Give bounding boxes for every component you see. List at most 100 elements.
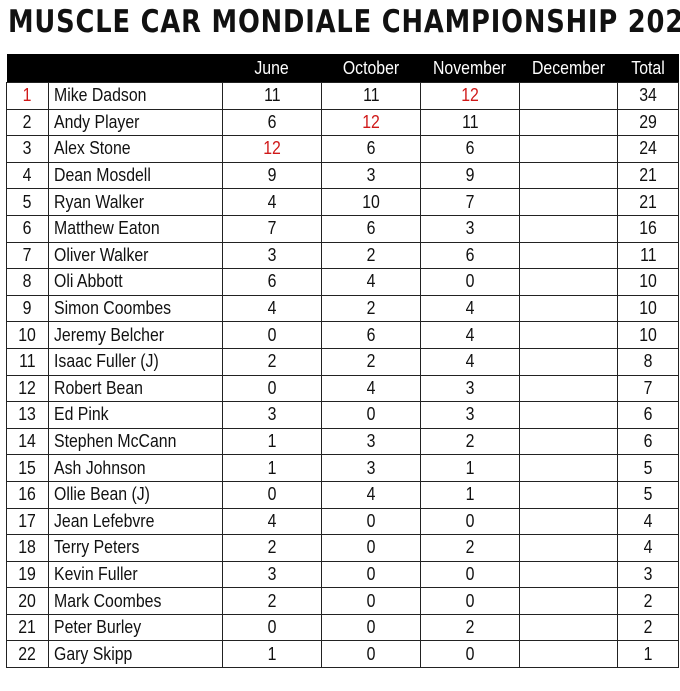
- cell-june: 1: [222, 454, 322, 482]
- cell-december: [519, 135, 618, 163]
- table-row: 9 Simon Coombes 4 2 4 10: [6, 294, 679, 323]
- cell-june: 1: [222, 427, 322, 456]
- cell-october: 11: [321, 82, 421, 110]
- cell-text: 7: [267, 218, 277, 239]
- cell-pos: 4: [6, 161, 49, 190]
- cell-total: 1: [617, 640, 679, 669]
- cell-october: 6: [321, 214, 421, 243]
- cell-text: 15: [18, 457, 37, 478]
- cell-text: 2: [366, 298, 376, 319]
- cell-december: [519, 108, 618, 137]
- header-total: Total: [617, 54, 679, 83]
- cell-pos: 1: [6, 82, 49, 110]
- cell-june: 6: [222, 108, 322, 137]
- cell-text: 4: [366, 271, 376, 292]
- cell-text: 20: [18, 590, 37, 611]
- cell-text: 16: [639, 218, 657, 239]
- cell-text: 7: [465, 191, 475, 212]
- cell-text: 17: [18, 510, 37, 531]
- cell-october: 3: [321, 454, 421, 482]
- cell-december: [519, 640, 618, 669]
- cell-text: 6: [465, 138, 475, 159]
- cell-text: 11: [19, 351, 36, 372]
- cell-text: 1: [465, 457, 475, 478]
- cell-name: Oli Abbott: [48, 268, 223, 296]
- cell-total: 2: [617, 587, 679, 615]
- cell-pos: 14: [6, 427, 49, 456]
- cell-text: 2: [267, 351, 277, 372]
- table-row: 10 Jeremy Belcher 0 6 4 10: [6, 321, 679, 349]
- cell-november: 1: [420, 480, 520, 509]
- cell-october: 2: [321, 294, 421, 323]
- cell-text: Gary Skipp: [54, 643, 133, 664]
- cell-text: 4: [366, 377, 376, 398]
- cell-text: 6: [366, 218, 376, 239]
- cell-text: 1: [267, 431, 277, 452]
- cell-text: Andy Player: [54, 111, 140, 132]
- cell-text: 12: [263, 138, 281, 159]
- cell-pos: 18: [6, 534, 49, 562]
- cell-november: 3: [420, 374, 520, 403]
- cell-name: Matthew Eaton: [48, 214, 223, 243]
- cell-text: 6: [366, 324, 376, 345]
- cell-total: 5: [617, 454, 679, 482]
- cell-text: 9: [465, 165, 475, 186]
- cell-october: 3: [321, 161, 421, 190]
- cell-text: 10: [639, 324, 657, 345]
- cell-name: Oliver Walker: [48, 241, 223, 270]
- cell-text: 0: [366, 643, 376, 664]
- cell-text: 6: [267, 111, 277, 132]
- cell-text: Robert Bean: [54, 377, 143, 398]
- cell-text: 3: [267, 244, 277, 265]
- cell-pos: 5: [6, 188, 49, 216]
- cell-text: 3: [465, 377, 475, 398]
- cell-pos: 3: [6, 135, 49, 163]
- cell-pos: 12: [6, 374, 49, 403]
- table-row: 16 Ollie Bean (J) 0 4 1 5: [6, 480, 679, 509]
- cell-name: Jean Lefebvre: [48, 507, 223, 536]
- cell-text: 9: [23, 298, 32, 319]
- cell-name: Robert Bean: [48, 374, 223, 403]
- cell-text: 0: [366, 404, 376, 425]
- cell-total: 6: [617, 401, 679, 429]
- cell-text: 2: [643, 617, 653, 638]
- cell-december: [519, 82, 618, 110]
- cell-text: 12: [461, 85, 479, 106]
- cell-october: 12: [321, 108, 421, 137]
- cell-text: 2: [366, 351, 376, 372]
- cell-december: [519, 294, 618, 323]
- cell-june: 0: [222, 374, 322, 403]
- table-row: 7 Oliver Walker 3 2 6 11: [6, 241, 679, 270]
- cell-text: 1: [267, 643, 277, 664]
- table-row: 2 Andy Player 6 12 11 29: [6, 108, 679, 137]
- cell-pos: 19: [6, 560, 49, 589]
- cell-total: 10: [617, 321, 679, 349]
- cell-text: Oliver Walker: [54, 244, 149, 265]
- cell-june: 3: [222, 401, 322, 429]
- cell-october: 4: [321, 374, 421, 403]
- cell-total: 29: [617, 108, 679, 137]
- cell-text: 6: [643, 404, 653, 425]
- cell-text: Simon Coombes: [54, 298, 172, 319]
- cell-text: 3: [267, 563, 277, 584]
- cell-text: 5: [23, 191, 32, 212]
- cell-pos: 11: [6, 347, 49, 376]
- cell-text: 4: [267, 510, 277, 531]
- table-row: 14 Stephen McCann 1 3 2 6: [6, 427, 679, 456]
- header-october: October: [321, 54, 421, 83]
- cell-text: Stephen McCann: [54, 431, 177, 452]
- cell-pos: 8: [6, 268, 49, 296]
- cell-text: 10: [18, 324, 37, 345]
- cell-total: 4: [617, 507, 679, 536]
- cell-pos: 16: [6, 480, 49, 509]
- cell-pos: 9: [6, 294, 49, 323]
- cell-text: Peter Burley: [54, 617, 142, 638]
- cell-june: 12: [222, 135, 322, 163]
- cell-text: 5: [643, 457, 653, 478]
- cell-text: 9: [267, 165, 277, 186]
- cell-total: 6: [617, 427, 679, 456]
- cell-october: 6: [321, 321, 421, 349]
- cell-december: [519, 534, 618, 562]
- cell-text: Oli Abbott: [54, 271, 123, 292]
- cell-name: Alex Stone: [48, 135, 223, 163]
